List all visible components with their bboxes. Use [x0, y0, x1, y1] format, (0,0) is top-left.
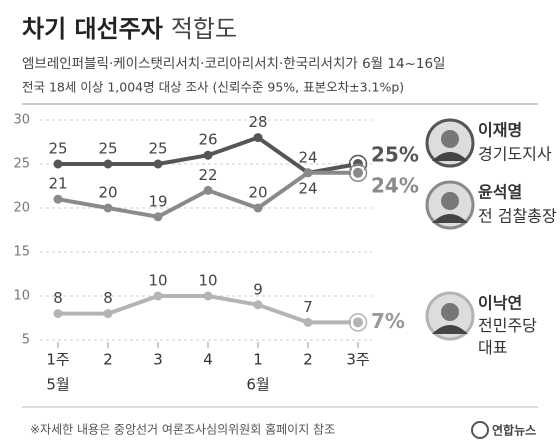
data-label: 24: [298, 179, 317, 197]
data-label: 9: [253, 280, 263, 298]
legend-photo-head: [441, 303, 459, 321]
legend-photo-body: [432, 325, 468, 334]
source-logo: [471, 421, 489, 439]
legend-role-line: 전민주당: [478, 316, 537, 335]
subtitle: 엠브레인퍼블릭·케이스탯리서치·코리아리서치·한국리서치가 6월 14~16일: [22, 56, 445, 72]
data-point: [253, 300, 263, 310]
x-group-label: 6월: [246, 376, 269, 394]
data-point: [153, 291, 163, 301]
data-label: 7: [303, 298, 313, 316]
subtitle: 전국 18세 이상 1,004명 대상 조사 (신뢰수준 95%, 표본오차±3…: [22, 80, 404, 95]
data-label: 24%: [371, 173, 419, 197]
legend-name: 윤석열: [478, 183, 522, 202]
y-tick-label: 30: [13, 113, 30, 128]
source: 연합뉴스: [492, 423, 536, 438]
chart-title-suffix: 적합도: [171, 15, 237, 43]
data-point: [203, 150, 213, 160]
data-label: 25%: [371, 143, 419, 167]
data-point-ring: [348, 313, 368, 332]
y-tick-label: 15: [13, 245, 30, 260]
data-point: [53, 159, 63, 169]
legend-name: 이낙연: [478, 294, 522, 313]
data-label: 26: [198, 131, 217, 149]
data-point: [103, 309, 113, 319]
data-point: [253, 133, 263, 143]
data-label: 10: [198, 272, 217, 290]
data-point: [351, 315, 365, 330]
data-point: [351, 165, 365, 180]
legend-photo-body: [432, 214, 468, 223]
x-tick-label: 3: [153, 351, 163, 369]
data-label: 22: [198, 166, 217, 184]
data-label: 25: [98, 140, 117, 158]
data-label: 21: [48, 175, 67, 193]
data-point: [303, 168, 313, 178]
data-point: [103, 159, 113, 169]
data-point: [53, 194, 63, 204]
x-tick-label: 2: [103, 351, 113, 369]
data-label: 25: [148, 140, 167, 158]
x-tick-label: 1주: [46, 351, 69, 369]
data-point: [203, 185, 213, 195]
x-tick-label: 1: [253, 351, 263, 369]
footnote: ※자세한 내용은 중앙선거 여론조사심의위원회 홈페이지 참조: [30, 423, 335, 437]
data-label: 10: [148, 272, 167, 290]
legend-role: 경기도지사: [478, 145, 552, 164]
data-label: 7%: [371, 309, 405, 333]
data-point: [303, 317, 313, 327]
legend-photo-head: [441, 130, 459, 148]
legend-role: 전 검찰총장: [478, 207, 557, 226]
x-tick-label: 3주: [346, 351, 369, 369]
data-point: [203, 291, 213, 301]
data-point: [153, 212, 163, 222]
chart-title: 차기 대선주자: [22, 15, 163, 43]
x-tick-label: 2: [303, 351, 313, 369]
data-label: 19: [148, 192, 167, 210]
data-point: [253, 203, 263, 213]
x-group-label: 5월: [46, 376, 69, 394]
data-label: 24: [298, 148, 317, 166]
legend-name: 이재명: [478, 121, 522, 140]
y-tick-label: 5: [22, 333, 30, 348]
legend-photo-head: [441, 192, 459, 210]
data-label: 20: [98, 184, 117, 202]
legend-photo-body: [432, 152, 468, 161]
y-tick-label: 10: [13, 289, 30, 304]
data-point: [103, 203, 113, 213]
y-tick-label: 20: [13, 201, 30, 216]
data-label: 25: [48, 140, 67, 158]
data-point-ring: [348, 163, 368, 183]
x-tick-label: 4: [203, 351, 213, 369]
legend-role-line: 대표: [478, 338, 507, 357]
data-label: 8: [53, 289, 63, 307]
data-point: [53, 309, 63, 319]
data-label: 20: [248, 184, 267, 202]
y-tick-label: 25: [13, 157, 30, 172]
data-label: 8: [103, 289, 113, 307]
data-label: 28: [248, 113, 267, 131]
data-point: [153, 159, 163, 169]
